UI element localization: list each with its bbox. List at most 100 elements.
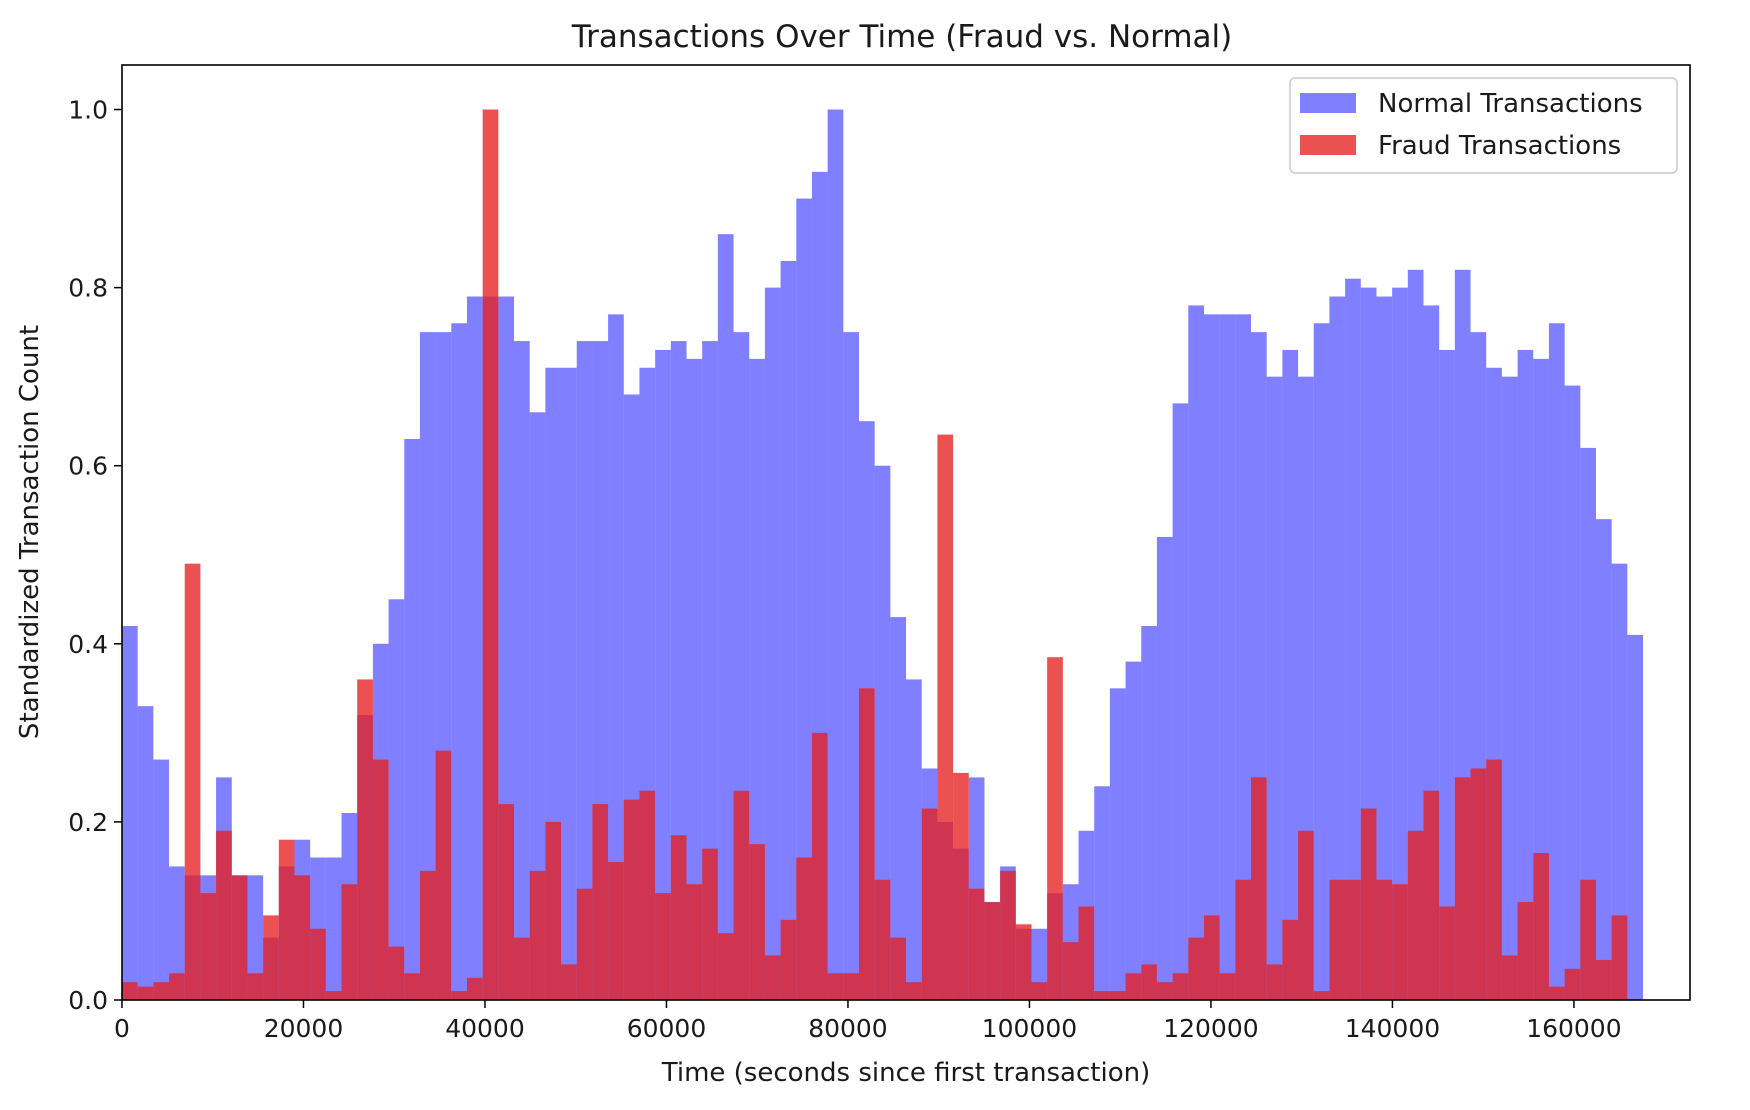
fraud-bar [592, 804, 609, 1000]
fraud-bar [1125, 973, 1142, 1000]
fraud-bar [419, 870, 436, 1000]
normal-bar [466, 296, 483, 1000]
normal-bar [1392, 287, 1408, 1000]
fraud-bar [937, 434, 954, 1000]
x-tick-label: 120000 [1163, 1014, 1258, 1043]
fraud-bar [1486, 759, 1502, 1000]
normal-bar [1595, 519, 1612, 1000]
x-axis: 0 20000 40000 60000 80000 100000 120000 140000 1… [114, 1000, 1622, 1043]
fraud-bar [529, 870, 546, 1000]
normal-bar [122, 626, 138, 1000]
x-tick-label: 160000 [1526, 1014, 1621, 1043]
fraud-bar [906, 982, 922, 1000]
y-tick-label: 0.0 [68, 986, 108, 1015]
x-tick-label: 100000 [982, 1014, 1077, 1043]
fraud-bar [435, 750, 452, 1000]
chart-title: Transactions Over Time (Fraud vs. Normal… [571, 19, 1233, 55]
normal-bar [137, 706, 154, 1000]
legend-label-normal: Normal Transactions [1378, 89, 1643, 119]
normal-bar [1611, 563, 1628, 1000]
normal-bar [686, 358, 703, 1000]
x-tick-label: 80000 [808, 1014, 888, 1043]
fraud-bar [1141, 964, 1157, 1000]
normal-bar [1125, 661, 1142, 1000]
fraud-bar [372, 759, 389, 1000]
fraud-bar [388, 946, 405, 1000]
fraud-bar [1172, 973, 1189, 1000]
fraud-bar [764, 955, 781, 1000]
fraud-bar [200, 893, 217, 1000]
fraud-bar [294, 875, 311, 1000]
fraud-series [122, 109, 1628, 1000]
normal-bar [764, 287, 781, 1000]
fraud-bar [216, 830, 232, 1000]
fraud-bar [1439, 906, 1455, 1000]
fraud-bar [670, 835, 687, 1000]
x-tick-label: 140000 [1345, 1014, 1440, 1043]
y-axis: 0.0 0.2 0.4 0.6 0.8 1.0 [68, 96, 122, 1015]
fraud-bar [1282, 919, 1299, 1000]
fraud-bar [263, 915, 279, 1000]
fraud-bar [702, 848, 718, 1000]
normal-bar [796, 198, 812, 1000]
normal-bar [325, 857, 342, 1000]
fraud-bar [749, 844, 765, 1000]
normal-bar [153, 759, 170, 1000]
fraud-bar [184, 563, 201, 1000]
normal-bar [749, 358, 765, 1000]
fraud-bar [639, 790, 656, 1000]
legend-swatch-normal [1300, 93, 1356, 113]
fraud-bar [357, 679, 373, 1000]
fraud-bar [1015, 924, 1032, 1000]
normal-bar [906, 679, 922, 1000]
normal-bar [890, 617, 907, 1000]
y-axis-label: Standardized Transaction Count [15, 325, 45, 739]
fraud-bar [623, 799, 640, 1000]
fraud-bar [137, 986, 154, 1000]
fraud-bar [278, 839, 295, 1000]
legend-box [1289, 77, 1678, 174]
normal-bar [1580, 447, 1596, 1000]
fraud-bar [717, 933, 734, 1000]
y-tick-label: 0.6 [68, 452, 108, 481]
normal-bar [561, 367, 577, 1000]
normal-bar [843, 332, 859, 1000]
fraud-bar [953, 772, 969, 1000]
normal-bar [1439, 349, 1455, 1000]
normal-bar [1501, 376, 1518, 1000]
fraud-bar [1392, 884, 1408, 1000]
fraud-bar [451, 991, 467, 1000]
normal-bar [780, 260, 797, 1000]
normal-bar [608, 314, 624, 1001]
normal-bar [1219, 314, 1236, 1001]
normal-bar [1548, 323, 1565, 1000]
normal-bar [874, 465, 891, 1001]
fraud-bar [1188, 937, 1204, 1000]
fraud-bar [1376, 879, 1393, 1000]
normal-bar [827, 109, 844, 1000]
fraud-bar [968, 888, 985, 1000]
fraud-bar [984, 902, 1001, 1000]
normal-bar [1109, 688, 1126, 1000]
plot-frame [121, 64, 1691, 1001]
x-tick-label: 20000 [264, 1014, 344, 1043]
fraud-bar [1156, 982, 1173, 1000]
normal-bar [404, 439, 420, 1000]
normal-bar [169, 866, 185, 1000]
fraud-bar [1094, 991, 1110, 1000]
fraud-bar [1423, 790, 1440, 1000]
fraud-bar [858, 688, 875, 1000]
normal-bar [702, 341, 718, 1000]
fraud-bar [341, 884, 358, 1000]
fraud-bar [780, 919, 797, 1000]
fraud-bar [1219, 973, 1236, 1000]
fraud-bar [1564, 968, 1581, 1000]
fraud-bar [310, 928, 326, 1000]
normal-bar [1203, 314, 1220, 1001]
normal-bar [1533, 358, 1549, 1000]
fraud-bar [231, 875, 248, 1000]
fraud-bar [1470, 768, 1487, 1000]
normal-bar [1156, 536, 1173, 1000]
normal-bar [1172, 403, 1189, 1000]
